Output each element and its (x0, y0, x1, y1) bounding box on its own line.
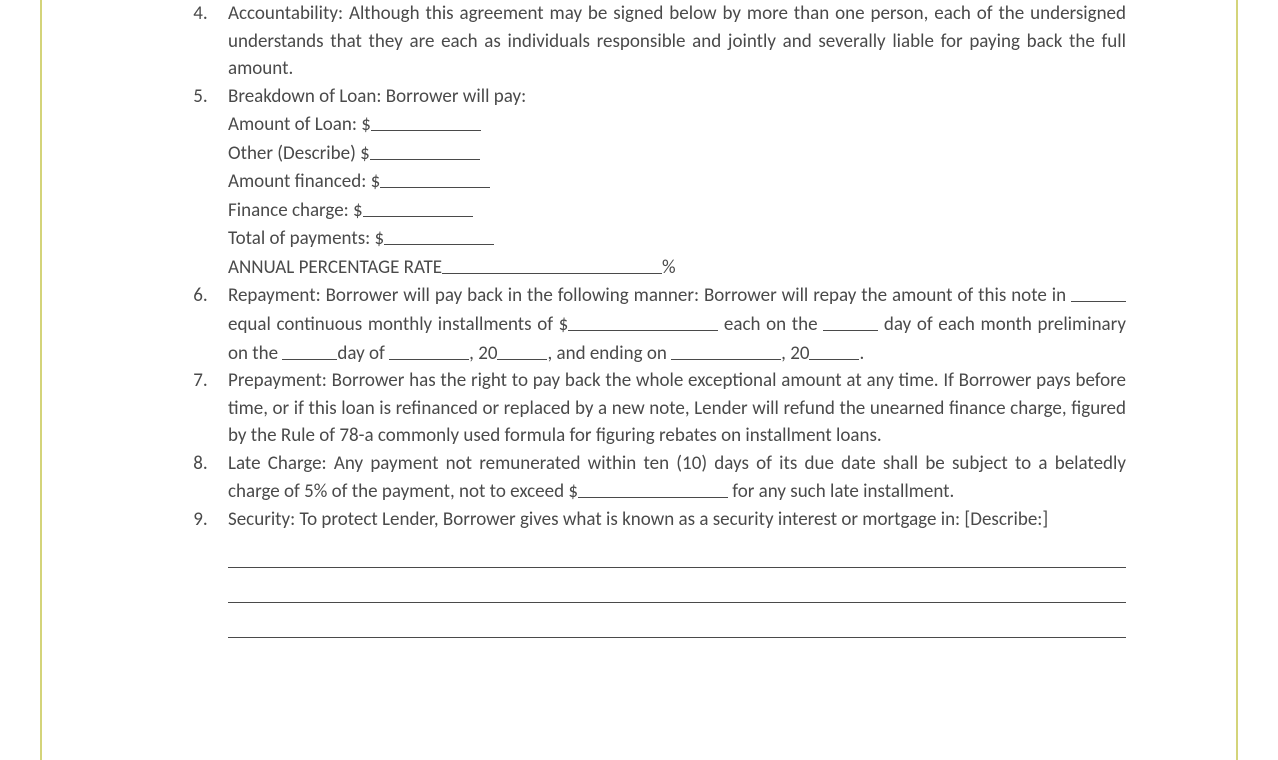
amount-of-loan-label: Amount of Loan: $ (228, 113, 371, 136)
item-9-label: Security: (228, 508, 295, 531)
apr-blank[interactable] (442, 254, 662, 274)
item-4-text: Although this agreement may be signed be… (228, 2, 1126, 80)
amount-financed-line: Amount financed: $ (228, 167, 1126, 196)
page-outer: Accountability: Although this agreement … (0, 0, 1278, 760)
late-b: for any such late installment. (728, 480, 954, 503)
document-content: Accountability: Although this agreement … (152, 0, 1126, 638)
amount-financed-blank[interactable] (380, 168, 490, 188)
total-payments-label: Total of payments: $ (228, 227, 384, 250)
repay-year1-blank[interactable] (497, 340, 547, 360)
amount-of-loan-blank[interactable] (371, 111, 481, 131)
item-4-label: Accountability: (228, 2, 343, 25)
repay-day1-blank[interactable] (823, 311, 878, 331)
repay-installments-blank[interactable] (1071, 282, 1126, 302)
repay-a: Borrower will pay back in the following … (326, 284, 1071, 307)
item-5-label: Breakdown of Loan: (228, 85, 381, 108)
security-blank-line-2[interactable] (228, 580, 1126, 603)
security-blank-line-3[interactable] (228, 615, 1126, 638)
repay-end-blank[interactable] (671, 340, 781, 360)
item-late-charge: Late Charge: Any payment not remunerated… (212, 450, 1126, 506)
item-repayment: Repayment: Borrower will pay back in the… (212, 281, 1126, 367)
item-5-tail: Borrower will pay: (386, 85, 526, 108)
repay-f: , 20 (469, 342, 497, 365)
total-payments-line: Total of payments: $ (228, 224, 1126, 253)
repay-b: equal continuous monthly installments of… (228, 313, 568, 336)
item-prepayment: Prepayment: Borrower has the right to pa… (212, 367, 1126, 450)
item-security: Security: To protect Lender, Borrower gi… (212, 506, 1126, 639)
item-breakdown: Breakdown of Loan: Borrower will pay: Am… (212, 83, 1126, 282)
repay-month-blank[interactable] (389, 340, 469, 360)
repay-year2-blank[interactable] (809, 340, 859, 360)
repay-h: , 20 (781, 342, 809, 365)
late-amount-blank[interactable] (578, 478, 728, 498)
breakdown-lines: Amount of Loan: $ Other (Describe) $ Amo… (228, 110, 1126, 281)
security-blank-line-1[interactable] (228, 545, 1126, 568)
item-6-label: Repayment: (228, 284, 321, 307)
amount-financed-label: Amount financed: $ (228, 170, 380, 193)
finance-charge-line: Finance charge: $ (228, 196, 1126, 225)
other-line: Other (Describe) $ (228, 139, 1126, 168)
security-describe-block (228, 545, 1126, 638)
page-border: Accountability: Although this agreement … (40, 0, 1238, 760)
other-blank[interactable] (370, 140, 480, 160)
amount-of-loan-line: Amount of Loan: $ (228, 110, 1126, 139)
total-payments-blank[interactable] (384, 225, 494, 245)
repay-amount-blank[interactable] (568, 311, 718, 331)
repay-day2-blank[interactable] (282, 340, 337, 360)
repay-i: . (859, 342, 864, 365)
repay-c: each on the (718, 313, 823, 336)
item-7-label: Prepayment: (228, 369, 327, 392)
apr-line: ANNUAL PERCENTAGE RATE% (228, 253, 1126, 282)
finance-charge-blank[interactable] (363, 197, 473, 217)
apr-label: ANNUAL PERCENTAGE RATE (228, 256, 442, 279)
repay-e: day of (337, 342, 389, 365)
finance-charge-label: Finance charge: $ (228, 199, 363, 222)
agreement-list: Accountability: Although this agreement … (152, 0, 1126, 638)
repay-g: , and ending on (547, 342, 671, 365)
item-8-label: Late Charge: (228, 452, 327, 475)
apr-percent: % (662, 256, 676, 279)
other-label: Other (Describe) $ (228, 142, 370, 165)
item-accountability: Accountability: Although this agreement … (212, 0, 1126, 83)
item-9-text: To protect Lender, Borrower gives what i… (300, 508, 1049, 531)
item-7-text: Borrower has the right to pay back the w… (228, 369, 1126, 447)
